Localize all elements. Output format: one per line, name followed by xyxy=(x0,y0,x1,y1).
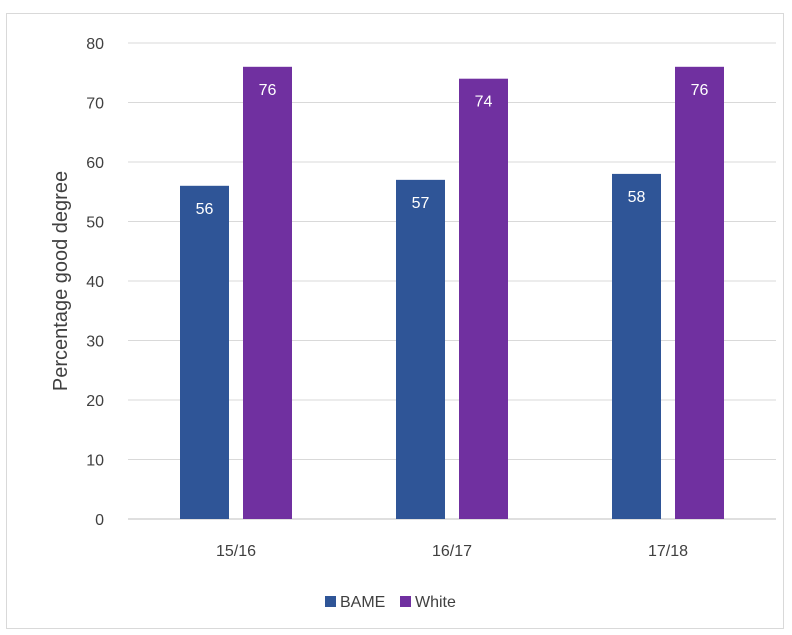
data-label: 58 xyxy=(628,189,646,206)
legend-swatch-bame xyxy=(325,596,336,607)
bar-white-16-17 xyxy=(459,78,508,519)
data-label: 56 xyxy=(196,201,214,218)
y-tick-label: 20 xyxy=(86,393,104,410)
y-tick-label: 50 xyxy=(86,215,104,232)
y-axis-tick-labels: 0 10 20 30 40 50 60 70 80 xyxy=(86,36,104,529)
y-tick-label: 10 xyxy=(86,453,104,470)
legend-label-white: White xyxy=(415,594,456,611)
x-axis-tick-labels: 15/16 16/17 17/18 xyxy=(216,543,688,560)
bar-white-17-18 xyxy=(675,66,724,520)
x-tick-label: 16/17 xyxy=(432,543,472,560)
y-tick-label: 30 xyxy=(86,334,104,351)
gridlines xyxy=(128,42,776,520)
x-tick-label: 17/18 xyxy=(648,543,688,560)
y-tick-label: 60 xyxy=(86,155,104,172)
data-label: 76 xyxy=(691,82,709,99)
data-label: 57 xyxy=(412,195,430,212)
y-tick-label: 40 xyxy=(86,274,104,291)
y-tick-label: 80 xyxy=(86,36,104,53)
bars xyxy=(180,66,724,520)
bar-bame-17-18 xyxy=(612,173,661,519)
data-label: 76 xyxy=(259,82,277,99)
legend: BAME White xyxy=(325,594,456,611)
x-tick-label: 15/16 xyxy=(216,543,256,560)
legend-label-bame: BAME xyxy=(340,594,385,611)
y-tick-label: 70 xyxy=(86,96,104,113)
y-axis-title: Percentage good degree xyxy=(50,171,72,391)
data-labels: 56 76 57 74 58 76 xyxy=(196,82,709,218)
legend-swatch-white xyxy=(400,596,411,607)
data-label: 74 xyxy=(475,94,493,111)
y-tick-label: 0 xyxy=(95,512,104,529)
bar-bame-15-16 xyxy=(180,185,229,520)
bar-bame-16-17 xyxy=(396,179,445,519)
bar-white-15-16 xyxy=(243,66,292,520)
